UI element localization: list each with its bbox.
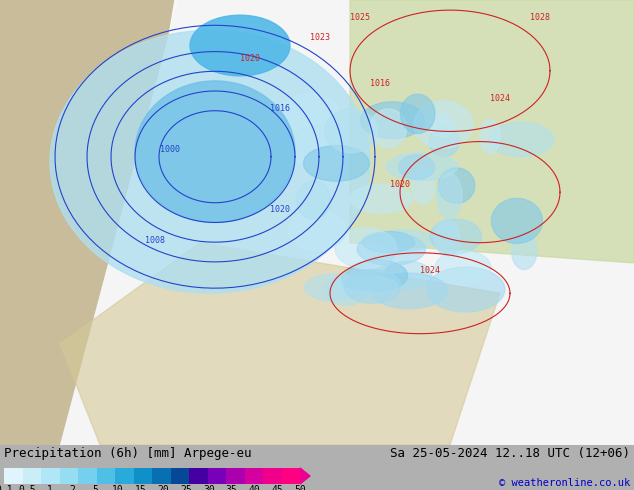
Polygon shape	[281, 94, 339, 131]
Bar	[263, 468, 281, 484]
Polygon shape	[512, 232, 537, 270]
Text: 1028: 1028	[530, 13, 550, 22]
Bar	[226, 468, 245, 484]
Bar	[207, 468, 226, 484]
Polygon shape	[305, 274, 363, 301]
Polygon shape	[342, 269, 379, 290]
Polygon shape	[414, 101, 473, 148]
Text: 1025: 1025	[350, 13, 370, 22]
Text: 1000: 1000	[160, 145, 180, 154]
Polygon shape	[386, 153, 458, 180]
Polygon shape	[429, 127, 460, 156]
Text: 0.1: 0.1	[0, 485, 13, 490]
Text: 1024: 1024	[490, 94, 510, 103]
Text: 1020: 1020	[270, 205, 290, 214]
Bar	[78, 468, 96, 484]
Polygon shape	[384, 261, 432, 289]
Polygon shape	[280, 124, 342, 166]
Polygon shape	[437, 173, 462, 218]
Polygon shape	[60, 0, 634, 445]
Polygon shape	[491, 198, 543, 244]
Bar	[115, 468, 134, 484]
Text: 40: 40	[249, 485, 261, 490]
Text: 10: 10	[112, 485, 124, 490]
Polygon shape	[350, 184, 412, 213]
Polygon shape	[434, 223, 460, 255]
Bar	[171, 468, 189, 484]
Polygon shape	[190, 15, 290, 76]
Bar	[134, 468, 152, 484]
Bar	[96, 468, 115, 484]
Polygon shape	[50, 30, 370, 293]
Polygon shape	[362, 232, 415, 253]
Bar	[189, 468, 207, 484]
Text: © weatheronline.co.uk: © weatheronline.co.uk	[499, 478, 630, 488]
Polygon shape	[300, 468, 310, 484]
Bar	[22, 468, 41, 484]
Polygon shape	[427, 267, 505, 312]
Text: 30: 30	[203, 485, 215, 490]
Polygon shape	[435, 250, 491, 285]
Polygon shape	[430, 219, 481, 254]
Text: 2: 2	[69, 485, 75, 490]
Bar	[281, 468, 300, 484]
Text: 50: 50	[294, 485, 306, 490]
Polygon shape	[411, 167, 434, 204]
Polygon shape	[0, 0, 634, 445]
Text: 1020: 1020	[390, 180, 410, 189]
Bar	[152, 468, 171, 484]
Polygon shape	[294, 125, 340, 155]
Text: Precipitation (6h) [mm] Arpege-eu: Precipitation (6h) [mm] Arpege-eu	[4, 447, 252, 460]
Polygon shape	[489, 122, 554, 157]
Polygon shape	[371, 273, 448, 309]
Polygon shape	[350, 0, 634, 263]
Text: 5: 5	[92, 485, 98, 490]
Polygon shape	[335, 228, 397, 269]
Bar	[60, 468, 78, 484]
Text: 1020: 1020	[240, 54, 260, 63]
Polygon shape	[324, 275, 369, 305]
Text: 1008: 1008	[145, 236, 165, 245]
Text: 0.5: 0.5	[18, 485, 36, 490]
Polygon shape	[361, 102, 424, 139]
Polygon shape	[377, 230, 434, 251]
Polygon shape	[304, 146, 369, 181]
Text: 1024: 1024	[420, 266, 440, 275]
Bar	[41, 468, 60, 484]
Polygon shape	[60, 243, 500, 445]
Polygon shape	[325, 109, 377, 153]
Text: 1016: 1016	[270, 104, 290, 113]
Polygon shape	[135, 81, 295, 222]
Polygon shape	[401, 94, 435, 133]
Polygon shape	[429, 114, 454, 137]
Polygon shape	[438, 168, 475, 203]
Polygon shape	[399, 155, 435, 179]
Polygon shape	[435, 220, 459, 246]
Text: Sa 25-05-2024 12..18 UTC (12+06): Sa 25-05-2024 12..18 UTC (12+06)	[390, 447, 630, 460]
Text: 1023: 1023	[310, 33, 330, 43]
Polygon shape	[357, 233, 425, 266]
Bar	[4, 468, 22, 484]
Polygon shape	[480, 120, 500, 153]
Polygon shape	[288, 211, 346, 250]
Text: 1: 1	[47, 485, 53, 490]
Bar	[245, 468, 263, 484]
Polygon shape	[335, 276, 398, 296]
Text: 20: 20	[157, 485, 169, 490]
Text: 15: 15	[135, 485, 146, 490]
Text: 35: 35	[226, 485, 238, 490]
Polygon shape	[347, 260, 408, 291]
Polygon shape	[100, 0, 634, 445]
Text: 25: 25	[180, 485, 192, 490]
Text: 1016: 1016	[370, 79, 390, 88]
Polygon shape	[344, 270, 401, 303]
Polygon shape	[297, 181, 330, 219]
Polygon shape	[370, 109, 406, 147]
Text: 45: 45	[271, 485, 283, 490]
